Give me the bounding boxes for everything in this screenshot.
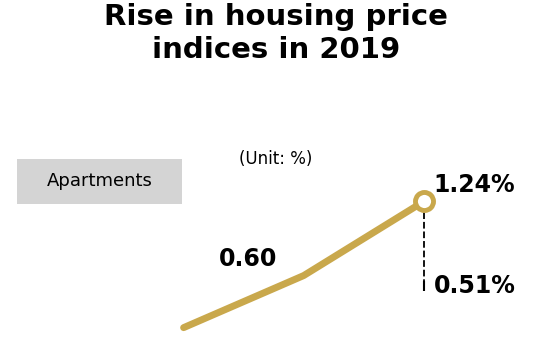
Text: (Unit: %): (Unit: %) xyxy=(240,150,312,168)
Text: Rise in housing price
indices in 2019: Rise in housing price indices in 2019 xyxy=(104,3,448,64)
Text: 0.60: 0.60 xyxy=(219,247,277,271)
Text: Apartments: Apartments xyxy=(46,172,152,190)
Text: 0.51%: 0.51% xyxy=(433,274,515,298)
Text: 1.24%: 1.24% xyxy=(433,173,515,197)
